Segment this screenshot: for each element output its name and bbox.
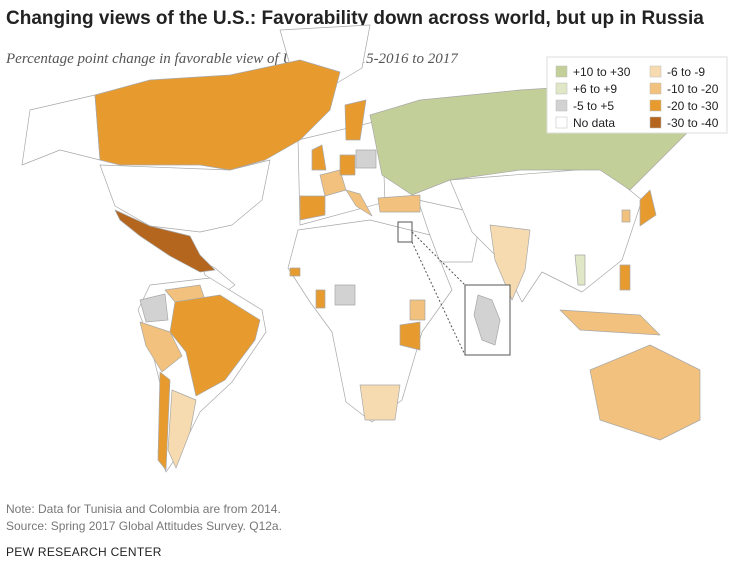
legend-label: -10 to -20 xyxy=(667,82,719,96)
legend-label: No data xyxy=(573,116,615,130)
chile xyxy=(157,371,171,471)
legend-label: -6 to -9 xyxy=(667,65,705,79)
ghana xyxy=(315,289,326,309)
legend-label: -30 to -40 xyxy=(667,116,719,130)
mexico xyxy=(114,209,216,273)
world-map xyxy=(21,24,701,473)
spain xyxy=(299,195,326,221)
legend-swatch xyxy=(649,116,662,129)
legend-box xyxy=(546,56,728,134)
kenya xyxy=(409,299,426,321)
india xyxy=(489,224,531,301)
legend-label: -20 to -30 xyxy=(667,99,719,113)
legend-label: -5 to +5 xyxy=(573,99,614,113)
sweden xyxy=(344,99,367,141)
usa xyxy=(99,159,271,233)
germany xyxy=(339,154,356,176)
legend-swatch xyxy=(649,99,662,112)
inset-connector xyxy=(411,231,466,286)
footer: PEW RESEARCH CENTER xyxy=(6,545,162,559)
south-africa xyxy=(359,384,401,421)
subtitle: Percentage point change in favorable vie… xyxy=(5,51,459,67)
legend-swatch xyxy=(555,116,568,129)
philippines xyxy=(619,264,631,291)
australia xyxy=(589,344,701,441)
turkey xyxy=(377,194,421,213)
peru xyxy=(139,321,183,373)
jordan-israel xyxy=(473,294,501,346)
legend-label: +6 to +9 xyxy=(573,82,617,96)
vietnam xyxy=(574,254,586,286)
canada xyxy=(94,59,341,171)
brazil xyxy=(169,294,261,397)
uk xyxy=(311,144,327,171)
senegal xyxy=(289,267,301,277)
legend: +10 to +30 +6 to +9 -5 to +5 No data -6 to -… xyxy=(555,65,719,130)
legend-swatch xyxy=(555,99,568,112)
legend-label: +10 to +30 xyxy=(573,65,631,79)
nigeria xyxy=(334,284,356,306)
title: Changing views of the U.S.: Favorability… xyxy=(6,8,704,29)
legend-swatch xyxy=(649,65,662,78)
alaska xyxy=(21,94,101,166)
note: Note: Data for Tunisia and Colombia are … xyxy=(6,502,281,516)
italy xyxy=(345,189,373,217)
colombia xyxy=(139,293,169,323)
indonesia xyxy=(559,309,661,336)
south-korea xyxy=(621,209,631,223)
legend-swatch xyxy=(555,82,568,95)
poland xyxy=(355,149,377,169)
legend-swatch xyxy=(555,65,568,78)
japan xyxy=(639,189,657,227)
argentina xyxy=(167,389,197,469)
asia xyxy=(449,167,643,303)
legend-swatch xyxy=(649,82,662,95)
source: Source: Spring 2017 Global Attitudes Sur… xyxy=(6,519,282,533)
inset-connector xyxy=(411,241,466,356)
tanzania xyxy=(399,321,421,351)
